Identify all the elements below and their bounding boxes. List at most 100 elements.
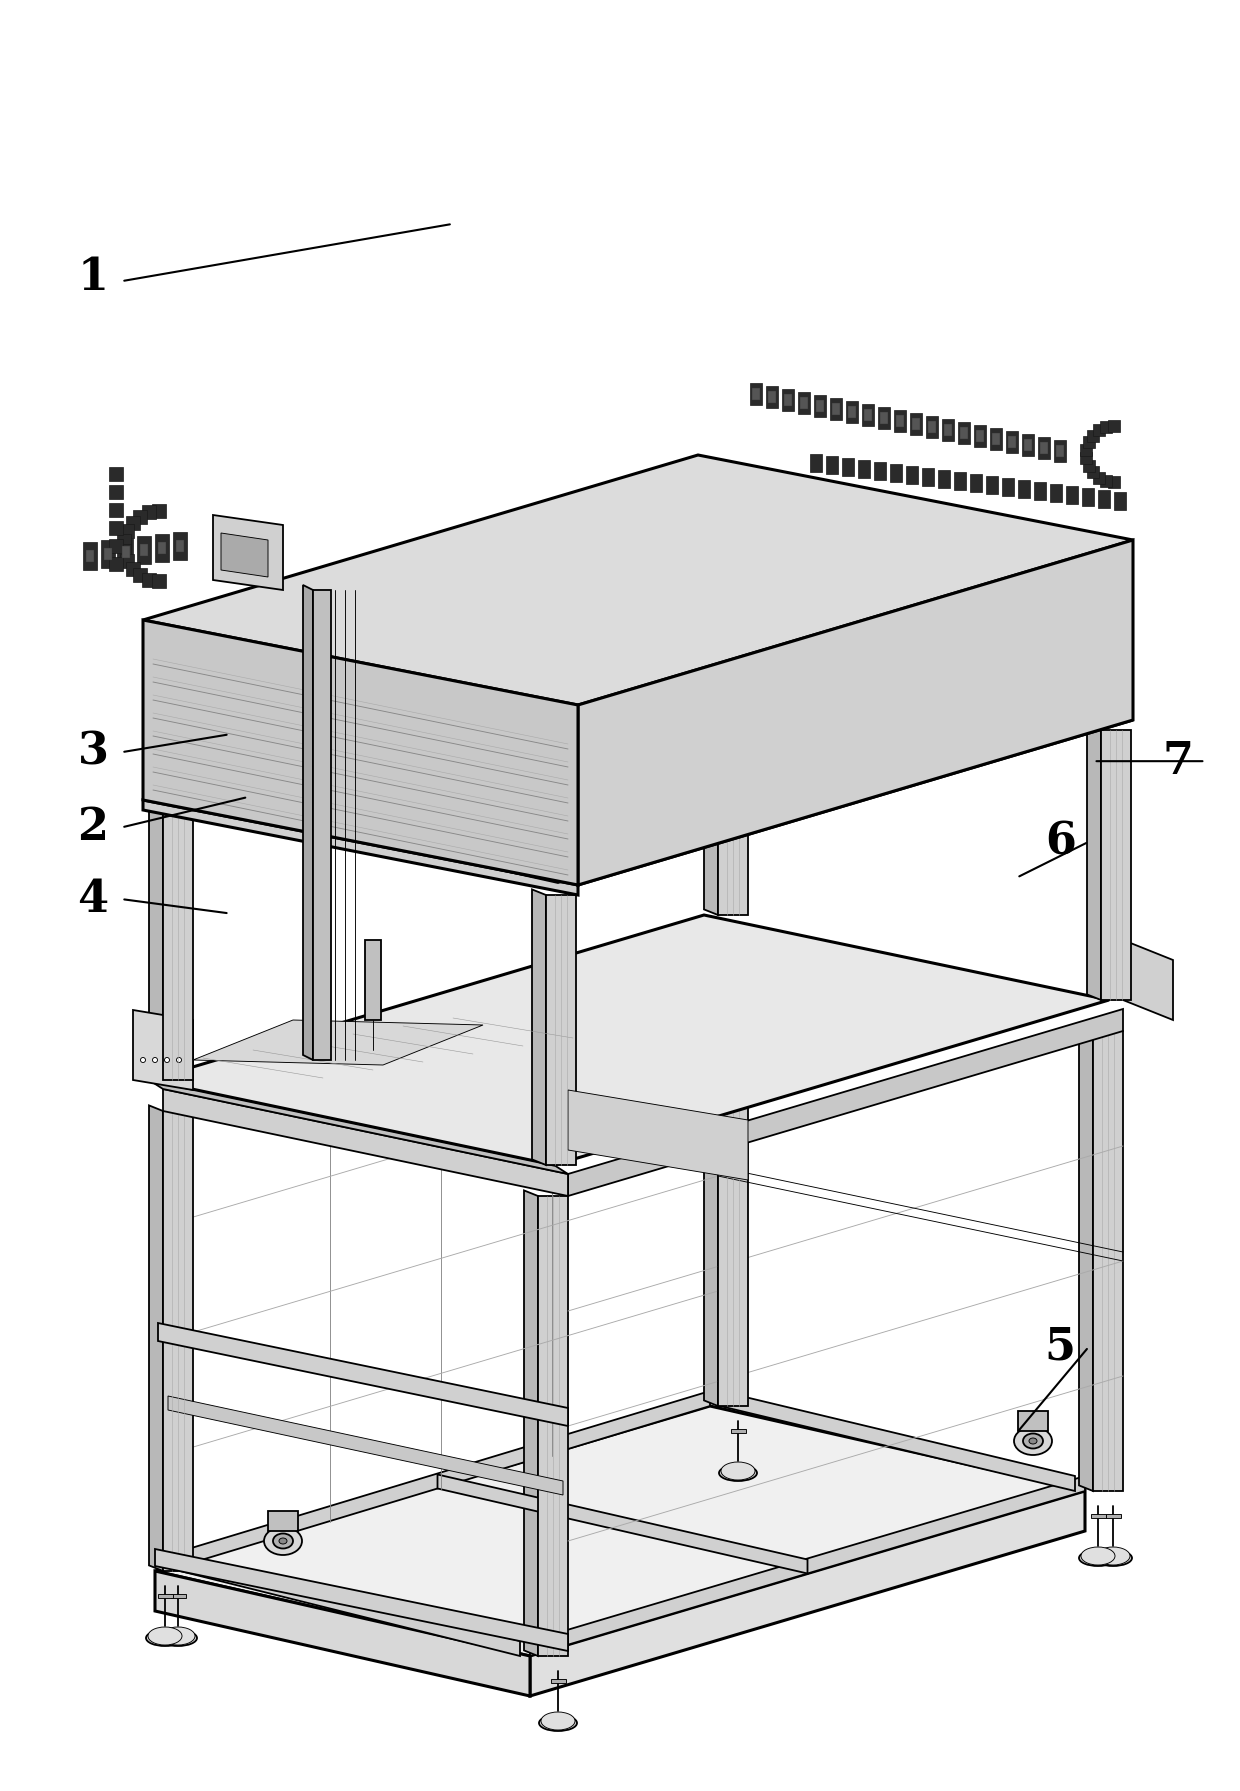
Polygon shape <box>976 430 985 442</box>
Ellipse shape <box>159 1630 197 1646</box>
Polygon shape <box>120 525 134 539</box>
Polygon shape <box>1083 437 1095 448</box>
Polygon shape <box>174 532 187 561</box>
Polygon shape <box>171 1594 186 1598</box>
Ellipse shape <box>140 1057 145 1062</box>
Polygon shape <box>1050 484 1061 501</box>
Polygon shape <box>149 1080 568 1173</box>
Ellipse shape <box>176 1057 181 1062</box>
Ellipse shape <box>161 1626 195 1644</box>
Polygon shape <box>157 543 166 553</box>
Polygon shape <box>162 810 193 1080</box>
Polygon shape <box>890 464 901 482</box>
Polygon shape <box>568 1091 748 1180</box>
Polygon shape <box>109 557 123 571</box>
Polygon shape <box>954 473 966 491</box>
Text: 5: 5 <box>1044 1325 1076 1368</box>
Polygon shape <box>992 433 999 444</box>
Polygon shape <box>1018 480 1030 498</box>
Text: 1: 1 <box>78 256 108 299</box>
Ellipse shape <box>165 1057 170 1062</box>
Polygon shape <box>1066 485 1078 503</box>
Polygon shape <box>858 460 870 478</box>
Polygon shape <box>104 548 112 561</box>
Polygon shape <box>1056 444 1064 457</box>
Polygon shape <box>718 645 748 915</box>
Polygon shape <box>1083 487 1094 507</box>
Polygon shape <box>532 890 546 1164</box>
Polygon shape <box>800 398 808 408</box>
Polygon shape <box>937 469 950 487</box>
Polygon shape <box>1092 1032 1123 1490</box>
Polygon shape <box>109 485 123 500</box>
Polygon shape <box>143 455 1133 706</box>
Polygon shape <box>546 896 577 1164</box>
Polygon shape <box>1080 444 1092 457</box>
Polygon shape <box>1040 442 1048 453</box>
Polygon shape <box>1100 421 1112 433</box>
Polygon shape <box>136 536 151 564</box>
Ellipse shape <box>1094 1549 1132 1565</box>
Polygon shape <box>143 505 156 519</box>
Polygon shape <box>970 475 982 493</box>
Polygon shape <box>910 414 923 435</box>
Polygon shape <box>1002 478 1014 496</box>
Polygon shape <box>973 424 986 448</box>
Polygon shape <box>832 403 839 416</box>
Ellipse shape <box>719 1465 756 1481</box>
Polygon shape <box>162 1110 193 1571</box>
Polygon shape <box>165 1392 711 1571</box>
Ellipse shape <box>1079 1549 1117 1565</box>
Polygon shape <box>125 516 140 530</box>
Polygon shape <box>157 1324 568 1426</box>
Ellipse shape <box>273 1533 293 1549</box>
Polygon shape <box>842 458 854 476</box>
Polygon shape <box>86 550 94 562</box>
Polygon shape <box>529 1476 1085 1657</box>
Polygon shape <box>125 562 140 577</box>
Polygon shape <box>143 573 156 587</box>
Polygon shape <box>118 544 131 559</box>
Polygon shape <box>782 389 794 410</box>
Polygon shape <box>926 416 937 439</box>
Ellipse shape <box>1029 1438 1037 1444</box>
Polygon shape <box>1109 421 1120 432</box>
Polygon shape <box>1038 437 1050 458</box>
Polygon shape <box>143 620 578 885</box>
Polygon shape <box>813 396 826 417</box>
Ellipse shape <box>1014 1427 1052 1454</box>
Polygon shape <box>960 426 968 439</box>
Polygon shape <box>221 534 268 577</box>
Polygon shape <box>848 407 856 417</box>
Polygon shape <box>750 383 763 405</box>
Polygon shape <box>768 390 776 403</box>
Polygon shape <box>551 1678 565 1684</box>
Ellipse shape <box>264 1528 303 1555</box>
Polygon shape <box>906 466 918 484</box>
Polygon shape <box>109 503 123 518</box>
Polygon shape <box>923 467 934 485</box>
Polygon shape <box>846 401 858 423</box>
Ellipse shape <box>279 1538 286 1544</box>
Polygon shape <box>1097 491 1110 509</box>
Polygon shape <box>153 573 166 587</box>
Polygon shape <box>133 568 148 582</box>
Polygon shape <box>816 399 825 412</box>
Polygon shape <box>864 408 872 421</box>
Polygon shape <box>1086 430 1099 442</box>
Polygon shape <box>720 1392 1075 1490</box>
Polygon shape <box>525 1191 538 1657</box>
Polygon shape <box>894 410 906 432</box>
Polygon shape <box>109 521 123 536</box>
Ellipse shape <box>720 1461 755 1479</box>
Polygon shape <box>911 417 920 430</box>
Polygon shape <box>704 940 718 1406</box>
Polygon shape <box>365 940 381 1021</box>
Polygon shape <box>942 419 954 441</box>
Polygon shape <box>862 405 874 426</box>
Polygon shape <box>568 1008 1123 1196</box>
Polygon shape <box>1123 940 1173 1021</box>
Polygon shape <box>120 553 134 568</box>
Polygon shape <box>928 421 936 433</box>
Polygon shape <box>529 1490 1085 1696</box>
